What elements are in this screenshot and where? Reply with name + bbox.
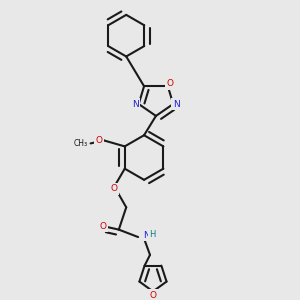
Text: N: N	[132, 100, 139, 109]
Text: O: O	[167, 79, 174, 88]
Text: N: N	[173, 100, 179, 109]
Text: H: H	[149, 230, 156, 239]
Text: O: O	[95, 136, 103, 145]
Text: O: O	[111, 184, 118, 194]
Text: O: O	[100, 222, 106, 231]
Text: O: O	[149, 290, 157, 299]
Text: CH₃: CH₃	[74, 139, 88, 148]
Text: N: N	[143, 231, 150, 240]
